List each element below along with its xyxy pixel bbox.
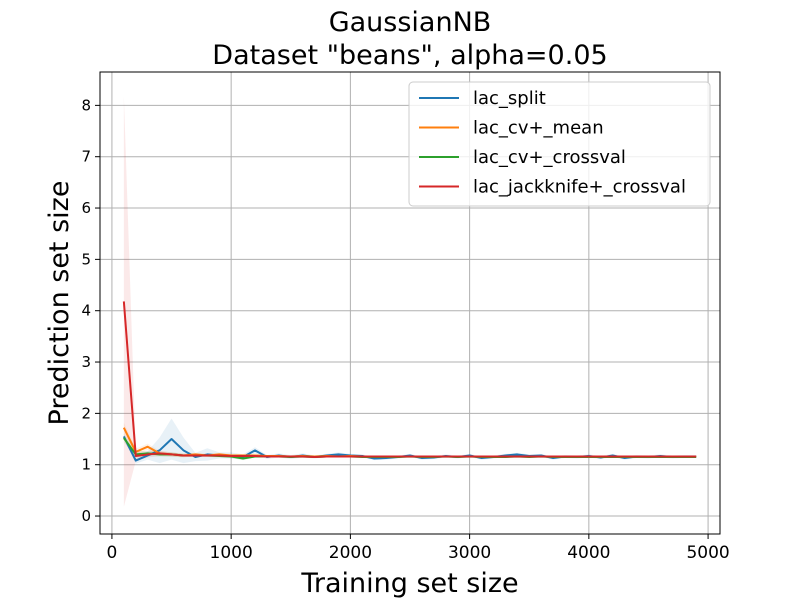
y-tick-label: 4 xyxy=(81,302,91,320)
x-tick-label: 0 xyxy=(107,543,118,563)
x-tick-label: 1000 xyxy=(210,543,253,563)
legend-box xyxy=(408,81,711,207)
y-tick-label: 2 xyxy=(81,404,91,422)
legend-label: lac_jackknife+_crossval xyxy=(473,177,686,198)
y-tick-label: 8 xyxy=(81,96,91,114)
confidence-band-1 xyxy=(123,422,697,458)
y-tick-label: 5 xyxy=(81,250,91,268)
x-tick-label: 2000 xyxy=(329,543,372,563)
y-axis-label: Prediction set size xyxy=(44,181,75,426)
y-tick-label: 1 xyxy=(81,456,91,474)
legend: lac_split lac_cv+_mean lac_cv+_crossvallac… xyxy=(408,81,711,207)
plot-frame xyxy=(99,71,721,535)
x-tick-label: 3000 xyxy=(448,543,491,563)
legend-label: lac_cv+_mean xyxy=(473,118,604,139)
axis-ticks: 0 1000 2000 3000 4000 5000 0 1 2 3 4 5 6 7 8 xyxy=(81,96,729,563)
x-tick-label: 4000 xyxy=(567,543,610,563)
y-tick-label: 6 xyxy=(81,199,91,217)
series-line-3 xyxy=(122,301,697,458)
legend-label: lac_split xyxy=(473,88,546,109)
y-tick-label: 0 xyxy=(81,507,91,525)
y-tick-label: 3 xyxy=(81,353,91,371)
y-tick-label: 7 xyxy=(81,148,91,166)
chart-subtitle: Dataset "beans", alpha=0.05 xyxy=(212,40,607,71)
chart-title: GaussianNB xyxy=(329,7,492,38)
x-tick-label: 5000 xyxy=(686,543,729,563)
legend-label: lac_cv+_crossval xyxy=(473,147,626,168)
x-axis-label: Training set size xyxy=(300,568,518,599)
series-lines xyxy=(122,301,697,462)
